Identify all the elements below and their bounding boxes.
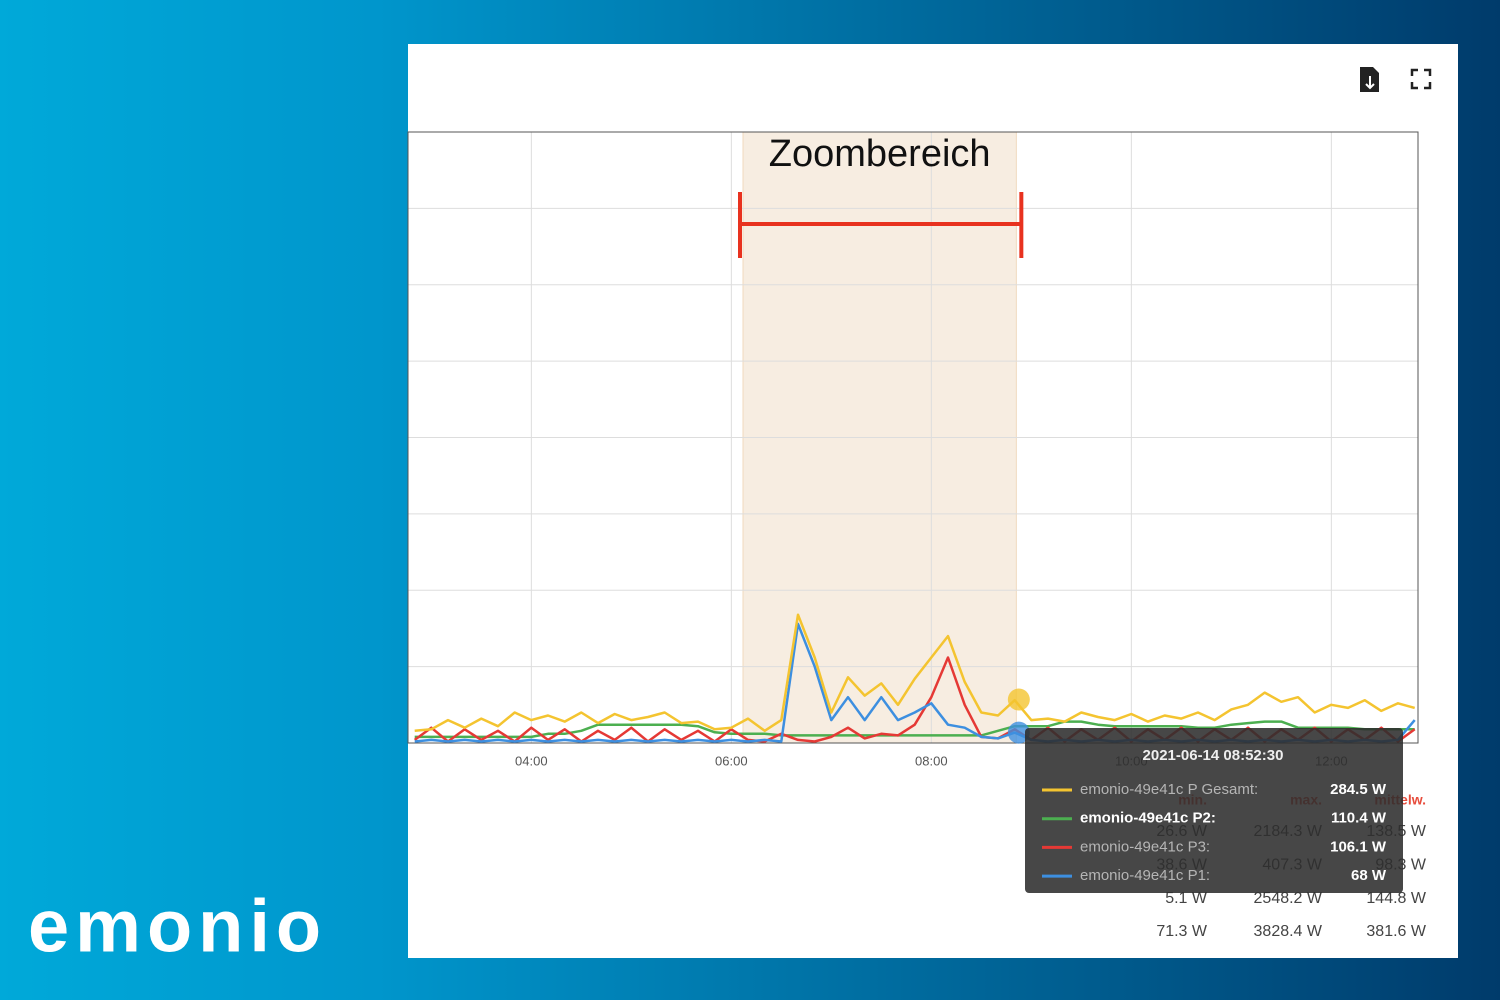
chart: 04:0006:0008:0010:0012:00Zoombereichmin.… xyxy=(407,131,1427,940)
stats-cell: 71.3 W xyxy=(1156,923,1208,940)
tooltip-value: 68 W xyxy=(1351,867,1387,884)
hover-marker xyxy=(1007,721,1030,744)
x-tick-label: 06:00 xyxy=(715,753,748,768)
tooltip-series-name: emonio-49e41c P3: xyxy=(1080,838,1210,855)
export-icon[interactable] xyxy=(1360,67,1379,92)
x-tick-label: 08:00 xyxy=(915,753,948,768)
x-tick-label: 04:00 xyxy=(515,753,548,768)
stats-cell: 2548.2 W xyxy=(1254,890,1323,907)
logo: emonio xyxy=(28,885,327,968)
series-line xyxy=(414,613,1416,733)
stats-cell: 381.6 W xyxy=(1366,923,1426,940)
zoom-bracket xyxy=(738,192,1024,258)
fullscreen-icon[interactable] xyxy=(1410,68,1432,90)
series-line xyxy=(414,720,1415,739)
zoom-label: Zoombereich xyxy=(769,133,991,175)
hover-marker xyxy=(1007,688,1030,711)
tooltip-series-name: emonio-49e41c P Gesamt: xyxy=(1080,781,1258,798)
tooltip-series-name: emonio-49e41c P2: xyxy=(1080,810,1216,827)
stats-cell: 3828.4 W xyxy=(1254,923,1323,940)
tooltip xyxy=(1025,728,1403,893)
tooltip-value: 284.5 W xyxy=(1330,781,1387,798)
plot-border xyxy=(407,131,1419,744)
tooltip-title: 2021-06-14 08:52:30 xyxy=(1143,747,1284,764)
stats-cell: 144.8 W xyxy=(1366,890,1426,907)
tooltip-series-name: emonio-49e41c P1: xyxy=(1080,867,1210,884)
tooltip-value: 106.1 W xyxy=(1330,838,1387,855)
tooltip-value: 110.4 W xyxy=(1331,810,1387,827)
stats-cell: 5.1 W xyxy=(1165,890,1208,907)
